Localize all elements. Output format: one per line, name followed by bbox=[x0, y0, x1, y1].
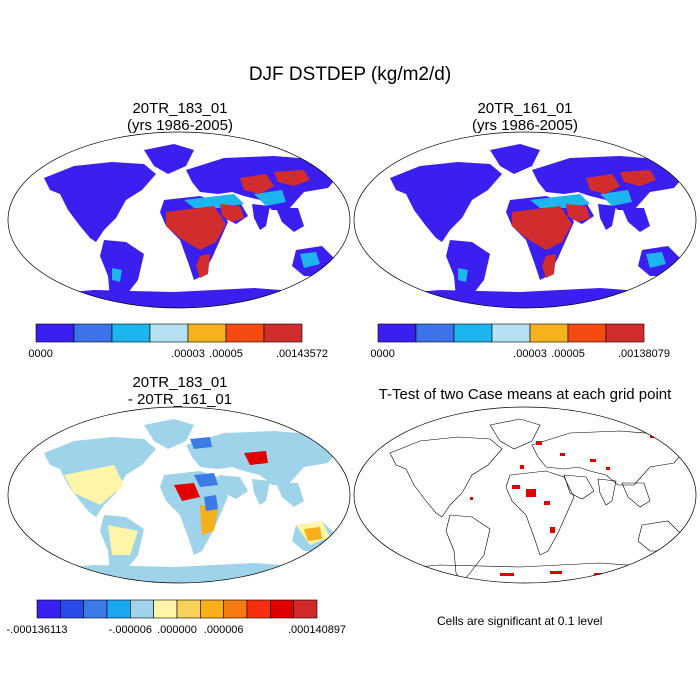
colorbar-box bbox=[200, 599, 224, 619]
colorbar-box bbox=[567, 323, 607, 343]
map-case2 bbox=[353, 131, 697, 309]
colorbar-box bbox=[263, 323, 303, 343]
colorbar-label: -.000136113 bbox=[7, 624, 68, 636]
colorbar-box bbox=[106, 599, 131, 619]
colorbar-box bbox=[491, 323, 531, 343]
colorbar-label: .00005 bbox=[209, 348, 243, 360]
panel-diff-title-line1: 20TR_183_01 bbox=[132, 374, 228, 391]
colorbar-box bbox=[111, 323, 151, 343]
colorbar-box bbox=[83, 599, 108, 619]
colorbar-box bbox=[605, 323, 645, 343]
colorbar-box bbox=[73, 323, 113, 343]
colorbar-box bbox=[293, 599, 318, 619]
colorbar-box bbox=[529, 323, 569, 343]
map-ttest bbox=[353, 406, 697, 584]
colorbar-box bbox=[130, 599, 154, 619]
panel-title-case1: 20TR_183_01 (yrs 1986-2005) bbox=[15, 100, 345, 134]
colorbar-label: .000006 bbox=[204, 624, 244, 636]
colorbar-box bbox=[377, 323, 417, 343]
colorbar-label: .00000 bbox=[370, 348, 395, 360]
panel-title-ttest: T-Test of two Case means at each grid po… bbox=[352, 386, 698, 403]
colorbar-box bbox=[246, 599, 271, 619]
colorbar-case2: .00000 .00003 .00005 .00138079 bbox=[370, 323, 670, 360]
colorbar-box bbox=[35, 323, 75, 343]
colorbar-label: .00005 bbox=[551, 348, 585, 360]
colorbar-box bbox=[149, 323, 189, 343]
panel-case2-title-line2: (yrs 1986-2005) bbox=[472, 117, 578, 134]
panel-case2-title-line1: 20TR_161_01 bbox=[477, 100, 573, 117]
panel-diff-title-line2: - 20TR_161_01 bbox=[127, 391, 233, 408]
colorbar-label: .00143572 bbox=[276, 348, 328, 360]
panel-case1-title-line2: (yrs 1986-2005) bbox=[127, 117, 233, 134]
colorbar-label: -.000006 bbox=[109, 624, 152, 636]
colorbar-box bbox=[415, 323, 455, 343]
colorbar-box bbox=[176, 599, 201, 619]
colorbar-diff: -.000136113 -.000006 .000000 .000006 .000140… bbox=[7, 599, 346, 636]
colorbar-box bbox=[153, 599, 178, 619]
colorbar-box bbox=[223, 599, 248, 619]
panel-case1-title-line1: 20TR_183_01 bbox=[132, 100, 228, 117]
panel-title-case2: 20TR_161_01 (yrs 1986-2005) bbox=[355, 100, 695, 134]
colorbar-label: .000140897 bbox=[288, 624, 346, 636]
colorbar-box bbox=[187, 323, 227, 343]
colorbar-label: .00003 bbox=[513, 348, 547, 360]
colorbar-box bbox=[225, 323, 265, 343]
significance-note: Cells are significant at 0.1 level bbox=[437, 614, 603, 628]
colorbar-box bbox=[36, 599, 61, 619]
colorbar-label: .000000 bbox=[157, 624, 197, 636]
panel-ttest-title-line1: T-Test of two Case means at each grid po… bbox=[378, 386, 672, 403]
colorbar-box bbox=[453, 323, 493, 343]
colorbar-box bbox=[60, 599, 84, 619]
main-title: DJF DSTDEP (kg/m2/d) bbox=[248, 64, 452, 85]
colorbar-label: .00138079 bbox=[618, 348, 670, 360]
map-diff bbox=[7, 406, 351, 584]
colorbar-box bbox=[270, 599, 294, 619]
colorbar-label: .00000 bbox=[28, 348, 53, 360]
colorbar-case1: .00000 .00003 .00005 .00143572 bbox=[28, 323, 328, 360]
map-case1 bbox=[7, 131, 351, 309]
panel-title-diff: 20TR_183_01 - 20TR_161_01 bbox=[15, 374, 345, 408]
colorbar-label: .00003 bbox=[171, 348, 205, 360]
